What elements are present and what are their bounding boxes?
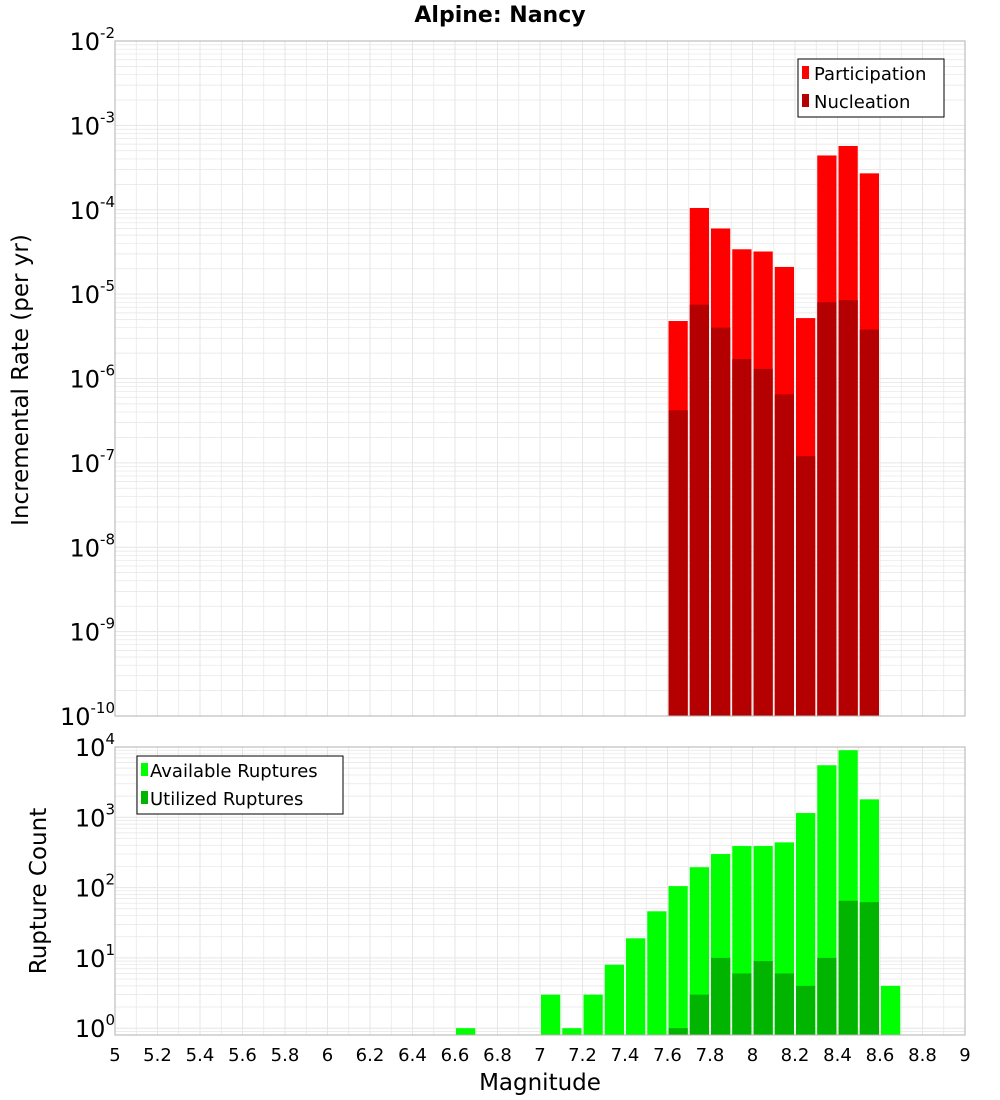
nucleation-bar	[711, 327, 731, 716]
bottom-plot: 100 101 102 103 104 5 5.2 5.4 5.6 5.8 6 6.2 6.4 6.6 6…	[26, 730, 971, 1096]
nucleation-bar	[859, 329, 879, 716]
top-y-tick-label: 10-2	[69, 24, 115, 56]
nucleation-bar	[838, 300, 858, 716]
nucleation-bars	[668, 300, 879, 716]
top-y-tick-label: 10-10	[60, 699, 115, 731]
x-tick-label: 9	[959, 1045, 970, 1066]
x-tick-label: 6.8	[483, 1045, 512, 1066]
nucleation-bar	[689, 304, 709, 716]
top-legend-box	[797, 58, 945, 118]
top-y-ticks: 10-10 10-9 10-8 10-7 10-6 10-5 10-4 10-3 10-2	[60, 24, 115, 731]
top-y-tick-label: 10-8	[69, 530, 115, 562]
bottom-legend-box	[136, 755, 344, 815]
bottom-legend: Available Ruptures Utilized Ruptures	[136, 755, 344, 815]
nucleation-bar	[817, 302, 837, 716]
available-ruptures-bar	[562, 1028, 582, 1035]
legend-label-nucleation: Nucleation	[814, 92, 910, 113]
available-ruptures-bar	[626, 938, 646, 1035]
bottom-y-ticks: 100 101 102 103 104	[75, 730, 115, 1043]
x-tick-label: 5.8	[271, 1045, 300, 1066]
x-tick-label: 6.6	[441, 1045, 470, 1066]
bottom-y-tick-label: 100	[75, 1011, 115, 1043]
x-tick-label: 6	[322, 1045, 333, 1066]
legend-swatch-utilized	[141, 791, 148, 804]
x-tick-label: 5.4	[186, 1045, 215, 1066]
x-tick-label: 7.4	[611, 1045, 640, 1066]
nucleation-bar	[668, 410, 688, 716]
utilized-ruptures-bar	[838, 900, 858, 1035]
utilized-ruptures-bar	[796, 985, 816, 1035]
x-tick-label: 7.6	[653, 1045, 682, 1066]
x-tick-label: 7.2	[568, 1045, 597, 1066]
legend-swatch-nucleation	[802, 94, 809, 107]
x-tick-label: 8.8	[908, 1045, 937, 1066]
utilized-ruptures-bar	[859, 902, 879, 1035]
bottom-y-axis-label: Rupture Count	[26, 808, 52, 974]
top-y-tick-label: 10-7	[69, 446, 115, 478]
x-tick-label: 8.6	[866, 1045, 895, 1066]
bottom-y-tick-label: 104	[75, 730, 115, 762]
top-y-tick-label: 10-4	[69, 193, 115, 225]
legend-swatch-available	[141, 763, 148, 776]
bottom-y-tick-label: 101	[75, 941, 115, 973]
available-ruptures-bar	[647, 911, 667, 1035]
available-ruptures-bar	[796, 813, 816, 1035]
utilized-ruptures-bar	[774, 973, 794, 1035]
x-tick-label: 5	[109, 1045, 120, 1066]
bottom-y-tick-label: 103	[75, 800, 115, 832]
x-tick-label: 5.6	[228, 1045, 257, 1066]
top-y-tick-label: 10-6	[69, 362, 115, 394]
utilized-ruptures-bars	[668, 900, 879, 1035]
top-y-tick-label: 10-3	[69, 108, 115, 140]
bottom-y-tick-label: 102	[75, 871, 115, 903]
x-tick-label: 8.2	[781, 1045, 810, 1066]
x-tick-label: 5.2	[143, 1045, 172, 1066]
legend-label-available: Available Ruptures	[150, 761, 318, 782]
top-plot-grid	[114, 40, 966, 717]
available-ruptures-bar	[541, 994, 561, 1035]
utilized-ruptures-bar	[753, 961, 773, 1035]
nucleation-bar	[796, 456, 816, 716]
top-y-tick-label: 10-5	[69, 277, 115, 309]
top-y-axis-label: Incremental Rate (per yr)	[8, 234, 34, 526]
top-legend: Participation Nucleation	[797, 58, 945, 118]
available-ruptures-bar	[604, 964, 624, 1035]
x-tick-label: 8	[747, 1045, 758, 1066]
top-y-tick-label: 10-9	[69, 615, 115, 647]
x-tick-label: 6.2	[356, 1045, 385, 1066]
available-ruptures-bar	[668, 886, 688, 1035]
chart-title: Alpine: Nancy	[414, 3, 585, 28]
utilized-ruptures-bar	[711, 957, 731, 1035]
utilized-ruptures-bar	[817, 957, 837, 1035]
x-tick-label: 7	[534, 1045, 545, 1066]
top-plot: 10-10 10-9 10-8 10-7 10-6 10-5 10-4 10-3 10-2 In…	[8, 24, 966, 731]
x-tick-labels: 5 5.2 5.4 5.6 5.8 6 6.2 6.4 6.6 6.8 7 7.2 7.4 7.6 7.8 8…	[109, 1045, 970, 1066]
available-ruptures-bar	[881, 985, 901, 1035]
top-plot-border	[114, 40, 966, 717]
available-ruptures-bar	[583, 994, 603, 1035]
x-tick-label: 6.4	[398, 1045, 427, 1066]
legend-label-participation: Participation	[814, 64, 926, 85]
nucleation-bar	[732, 359, 752, 716]
available-ruptures-bar	[689, 867, 709, 1035]
legend-swatch-participation	[802, 66, 809, 79]
x-tick-label: 7.8	[696, 1045, 725, 1066]
x-axis-label: Magnitude	[479, 1070, 601, 1096]
nucleation-bar	[774, 394, 794, 716]
legend-label-utilized: Utilized Ruptures	[150, 789, 303, 810]
utilized-ruptures-bar	[732, 973, 752, 1035]
utilized-ruptures-bar	[668, 1028, 688, 1035]
utilized-ruptures-bar	[689, 994, 709, 1035]
x-tick-label: 8.4	[823, 1045, 852, 1066]
available-ruptures-bar	[456, 1028, 476, 1035]
nucleation-bar	[753, 368, 773, 716]
bottom-plot-border	[114, 746, 966, 1036]
